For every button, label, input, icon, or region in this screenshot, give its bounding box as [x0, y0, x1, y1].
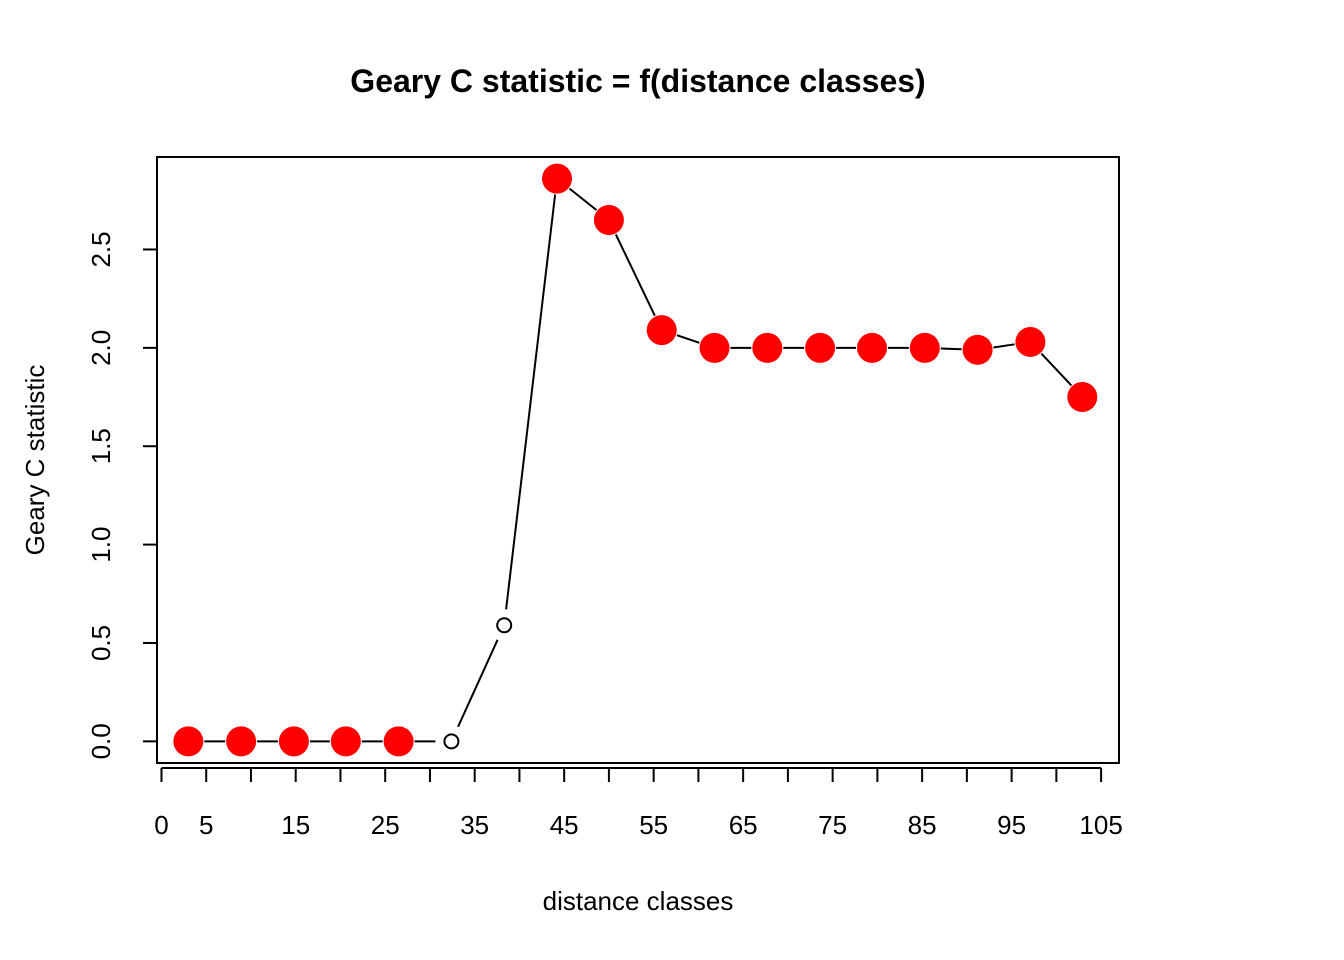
line-segment [457, 639, 499, 728]
data-point-significant [1067, 382, 1098, 413]
data-point-significant [278, 726, 309, 757]
line-segment [940, 347, 962, 351]
data-point-significant [857, 332, 888, 363]
x-axis-label: distance classes [543, 886, 734, 916]
x-tick-label: 95 [997, 810, 1026, 840]
line-segment [505, 194, 557, 610]
data-point-significant [593, 204, 624, 235]
x-tick-label: 75 [818, 810, 847, 840]
line-segment [993, 343, 1015, 349]
data-point-significant [699, 332, 730, 363]
series-points [173, 163, 1098, 757]
data-point-significant [646, 315, 677, 346]
data-point-significant [962, 334, 993, 365]
y-tick-label: 2.5 [86, 231, 116, 267]
x-tick-label: 45 [550, 810, 579, 840]
line-segment [568, 187, 598, 211]
line-segment [614, 233, 656, 317]
x-tick-label: 25 [371, 810, 400, 840]
y-tick-label: 0.0 [86, 723, 116, 759]
plot-frame [156, 156, 1120, 764]
chart-title: Geary C statistic = f(distance classes) [350, 63, 925, 99]
series-line [204, 187, 1073, 743]
y-axis-label: Geary C statistic [20, 365, 50, 556]
x-tick-label: 85 [908, 810, 937, 840]
y-tick-label: 2.0 [86, 330, 116, 366]
data-point [443, 733, 460, 750]
x-tick-label: 5 [199, 810, 213, 840]
x-axis: 0 5 15 25 35 45 55 65 75 85 95 105 [154, 767, 1123, 840]
data-point-significant [173, 726, 204, 757]
data-point-significant [909, 332, 940, 363]
data-point-significant [542, 163, 573, 194]
data-point-significant [1015, 326, 1046, 357]
data-point-significant [752, 332, 783, 363]
data-point-significant [330, 726, 361, 757]
y-axis: 0.0 0.5 1.0 1.5 2.0 2.5 [86, 231, 158, 759]
x-tick-label: 55 [639, 810, 668, 840]
line-segment [1040, 352, 1073, 387]
x-tick-label: 35 [460, 810, 489, 840]
x-tick-label: 15 [281, 810, 310, 840]
y-tick-label: 0.5 [86, 625, 116, 661]
x-tick-label: 65 [729, 810, 758, 840]
x-tick-label: 105 [1079, 810, 1122, 840]
data-point-significant [383, 726, 414, 757]
y-tick-label: 1.5 [86, 428, 116, 464]
data-point [496, 617, 513, 634]
y-tick-label: 1.0 [86, 527, 116, 563]
data-point-significant [805, 332, 836, 363]
line-segment [676, 334, 700, 344]
x-tick-label: 0 [154, 810, 168, 840]
data-point-significant [226, 726, 257, 757]
